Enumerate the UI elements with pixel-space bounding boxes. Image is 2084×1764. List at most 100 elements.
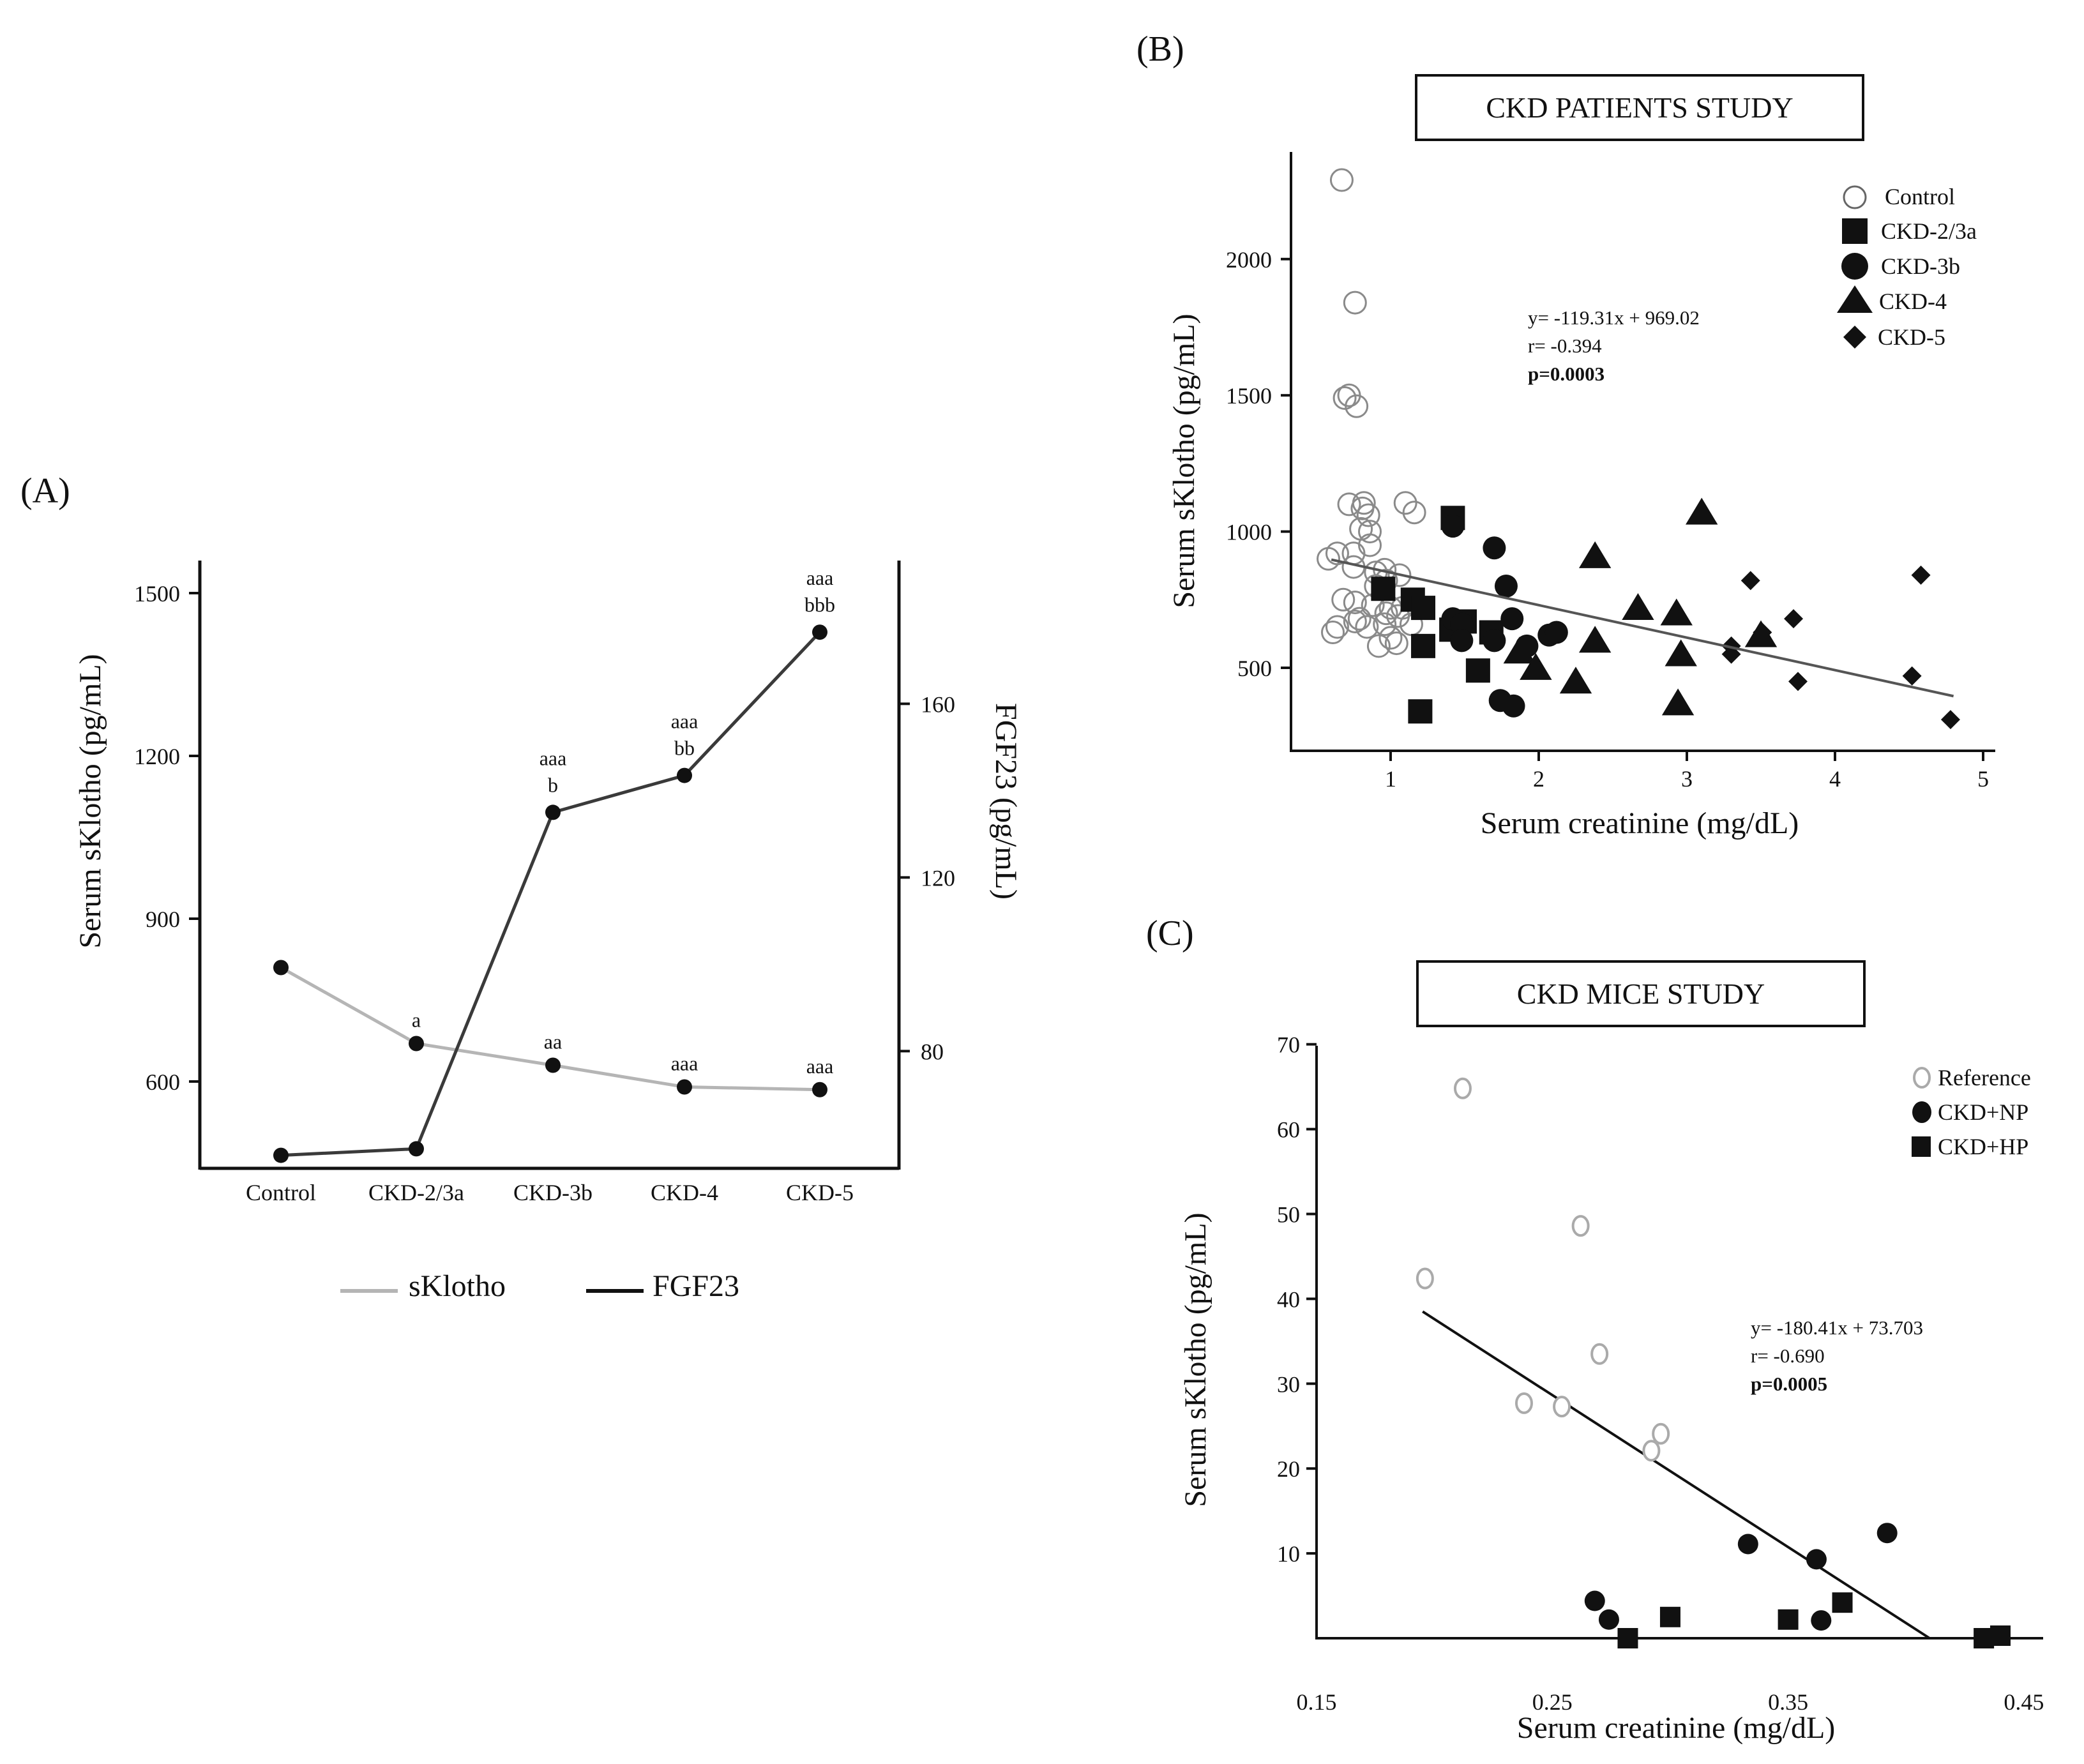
panel-c-label: (C) xyxy=(1146,914,1194,953)
b-point-control xyxy=(1387,563,1412,587)
b-point-control xyxy=(1331,587,1355,612)
b-point-control xyxy=(1343,609,1367,633)
c-point-ckd-hp xyxy=(1659,1606,1680,1627)
b-point-control xyxy=(1329,168,1354,192)
c-data-points xyxy=(1416,1077,2011,1648)
c-point-reference xyxy=(1416,1267,1434,1290)
c-legend: Reference CKD+NP CKD+HP xyxy=(1912,1065,2031,1159)
b-point-ckd-4 xyxy=(1520,652,1552,680)
a-category-ckd-3b: CKD-3b xyxy=(513,1180,593,1205)
b-title-box xyxy=(1415,74,1864,141)
panel-a: (A) 600 900 1200 1500 80 120 160 Control CKD-2… xyxy=(20,471,1023,1303)
b-x-tick-label: 4 xyxy=(1829,766,1841,792)
a-annotation-fgf23: b xyxy=(548,773,558,796)
c-point-reference xyxy=(1453,1077,1472,1099)
a-left-tick-label: 1500 xyxy=(134,581,180,607)
panel-b-label: (B) xyxy=(1136,29,1184,69)
c-legend-ckdnp-label: CKD+NP xyxy=(1938,1099,2028,1125)
c-point-ckd-np xyxy=(1584,1590,1605,1611)
a-right-tick-label: 160 xyxy=(921,691,955,717)
a-right-tick-label: 120 xyxy=(921,865,955,891)
a-right-axis-title: FGF23 (pg/mL) xyxy=(989,703,1023,900)
b-point-ckd-4 xyxy=(1559,667,1592,694)
b-point-ckd-4 xyxy=(1622,593,1654,621)
b-point-control xyxy=(1345,394,1369,418)
panel-c: (C) CKD MICE STUDY 0.15 0.25 0.35 0.45 10 20… xyxy=(1146,914,2044,1745)
b-point-control xyxy=(1350,496,1375,520)
c-point-ckd-hp xyxy=(1832,1592,1853,1613)
b-point-ckd-3b xyxy=(1441,515,1465,538)
c-point-ckd-np xyxy=(1806,1549,1827,1570)
b-point-control xyxy=(1373,612,1397,637)
b-y-tick-label: 1000 xyxy=(1226,520,1272,545)
a-point-sklotho xyxy=(273,960,289,976)
b-point-control xyxy=(1321,621,1345,645)
b-point-control xyxy=(1325,615,1349,639)
a-left-tick-label: 1200 xyxy=(134,744,180,769)
c-point-ckd-hp xyxy=(1778,1609,1799,1630)
c-equation: y= -180.41x + 73.703 xyxy=(1751,1316,1923,1339)
a-annotation-fgf23: bb xyxy=(674,737,695,760)
b-legend-ckd23a-marker xyxy=(1842,218,1868,244)
b-point-control xyxy=(1358,520,1382,544)
a-point-fgf23 xyxy=(812,624,827,640)
b-point-ckd-5 xyxy=(1940,710,1960,730)
a-right-tick-label: 80 xyxy=(921,1039,944,1064)
b-data-points xyxy=(1317,168,1960,730)
c-title: CKD MICE STUDY xyxy=(1517,977,1765,1010)
b-point-control xyxy=(1333,386,1357,410)
panel-b: (B) CKD PATIENTS STUDY 1 2 3 4 5 500 1000 1500… xyxy=(1136,29,1995,840)
a-annotation-sklotho: aaa xyxy=(671,1052,698,1075)
b-p-value: p=0.0003 xyxy=(1528,363,1605,385)
c-regression-line xyxy=(1422,1310,1931,1640)
b-legend-ckd3b-marker xyxy=(1841,253,1868,280)
b-point-ckd-4 xyxy=(1661,688,1695,716)
c-x-ticks: 0.15 0.25 0.35 0.45 xyxy=(1297,1689,2044,1715)
b-x-tick-label: 3 xyxy=(1681,766,1693,792)
b-point-ckd-5 xyxy=(1740,571,1760,591)
b-x-tick-label: 5 xyxy=(1977,766,1989,792)
b-legend-ckd3b-label: CKD-3b xyxy=(1881,253,1960,279)
c-point-ckd-np xyxy=(1811,1610,1832,1631)
c-y-tick-label: 40 xyxy=(1277,1286,1300,1312)
b-point-control xyxy=(1374,601,1398,626)
b-legend: Control CKD-2/3a CKD-3b CKD-4 CKD-5 xyxy=(1837,184,1977,350)
c-y-tick-label: 50 xyxy=(1277,1202,1300,1228)
b-point-ckd-4 xyxy=(1660,598,1693,626)
a-category-control: Control xyxy=(246,1180,316,1205)
c-y-axis-title: Serum sKlotho (pg/mL) xyxy=(1179,1212,1212,1507)
c-title-box xyxy=(1416,960,1866,1027)
panel-a-label: (A) xyxy=(20,471,70,511)
c-point-ckd-np xyxy=(1876,1523,1898,1544)
c-y-tick-label: 30 xyxy=(1277,1371,1300,1397)
b-regression-line xyxy=(1331,558,1954,698)
b-point-control xyxy=(1343,591,1367,615)
c-y-ticks: 10 20 30 40 50 60 70 xyxy=(1277,1032,1317,1567)
b-legend-ckd4-marker xyxy=(1837,285,1873,313)
c-point-reference xyxy=(1590,1343,1609,1365)
c-point-ckd-hp xyxy=(1617,1628,1638,1648)
c-y-tick-label: 60 xyxy=(1277,1117,1300,1143)
c-point-reference xyxy=(1553,1396,1571,1418)
b-point-ckd-3b xyxy=(1450,612,1474,636)
a-left-tick-label: 900 xyxy=(146,907,180,932)
b-point-ckd-2-3a xyxy=(1408,699,1433,724)
b-point-control xyxy=(1393,491,1417,515)
a-point-sklotho xyxy=(812,1082,827,1097)
c-point-reference xyxy=(1571,1215,1590,1237)
a-category-labels: Control CKD-2/3a CKD-3b CKD-4 CKD-5 xyxy=(246,1180,854,1205)
a-legend: sKlotho FGF23 xyxy=(340,1269,739,1303)
a-series-lines xyxy=(280,631,821,1157)
b-point-ckd-4 xyxy=(1578,541,1612,568)
a-annotation-fgf23: bbb xyxy=(804,593,835,616)
c-x-tick-label: 0.25 xyxy=(1532,1689,1573,1715)
b-point-ckd-5 xyxy=(1911,565,1931,585)
b-point-ckd-3b xyxy=(1494,574,1518,598)
c-x-tick-label: 0.45 xyxy=(2004,1689,2044,1715)
b-legend-ckd5-marker xyxy=(1843,326,1866,349)
b-point-control xyxy=(1378,626,1403,650)
c-x-tick-label: 0.15 xyxy=(1297,1689,1337,1715)
a-point-sklotho xyxy=(677,1079,692,1095)
b-point-ckd-3b xyxy=(1502,694,1525,718)
